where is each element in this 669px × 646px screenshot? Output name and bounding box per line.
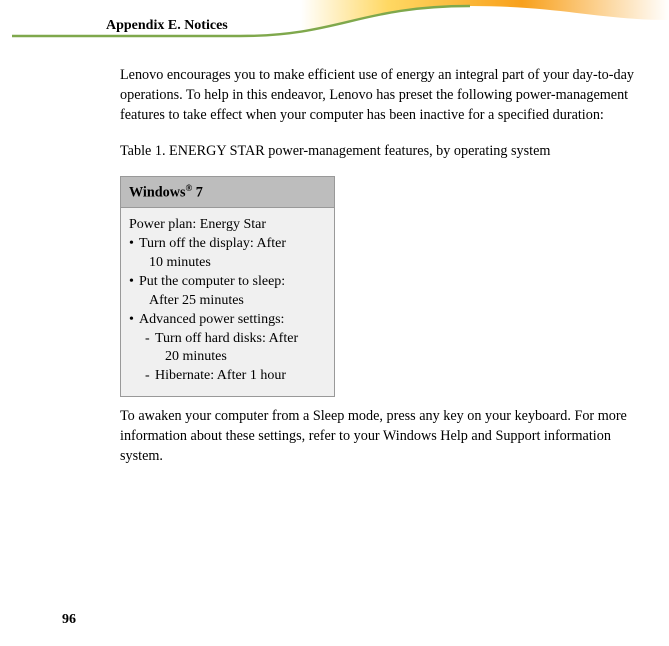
header-swoosh [0,0,669,40]
advanced-sublist: Turn off hard disks: After 20 minutes Hi… [139,330,326,387]
table-header: Windows® 7 [121,177,334,209]
page-number: 96 [62,612,76,628]
hibernate: Hibernate: After 1 hour [155,368,286,383]
table-caption: Table 1. ENERGY STAR power-management fe… [120,142,640,162]
advanced-label: Advanced power settings: [139,312,284,327]
page-content: Lenovo encourages you to make efficient … [120,66,640,467]
energy-star-table: Windows® 7 Power plan: Energy Star Turn … [120,176,335,398]
hdd-off-line1: Turn off hard disks: After [155,331,298,346]
list-item: Hibernate: After 1 hour [145,367,326,386]
os-version: 7 [192,184,203,200]
appendix-title: Appendix E. Notices [106,18,228,34]
feature-list: Turn off the display: After 10 minutes P… [129,235,326,386]
display-off-line1: Turn off the display: After [139,236,286,251]
page-header: Appendix E. Notices [0,0,669,40]
sleep-line2: After 25 minutes [139,292,326,311]
list-item: Turn off the display: After 10 minutes [129,235,326,273]
hdd-off-line2: 20 minutes [155,348,326,367]
table-body: Power plan: Energy Star Turn off the dis… [121,208,334,396]
list-item: Put the computer to sleep: After 25 minu… [129,273,326,311]
os-name: Windows [129,184,186,200]
intro-paragraph: Lenovo encourages you to make efficient … [120,66,640,126]
list-item: Turn off hard disks: After 20 minutes [145,330,326,368]
sleep-line1: Put the computer to sleep: [139,274,285,289]
post-paragraph: To awaken your computer from a Sleep mod… [120,407,640,467]
list-item: Advanced power settings: Turn off hard d… [129,311,326,387]
power-plan: Power plan: Energy Star [129,216,326,235]
display-off-line2: 10 minutes [139,254,326,273]
